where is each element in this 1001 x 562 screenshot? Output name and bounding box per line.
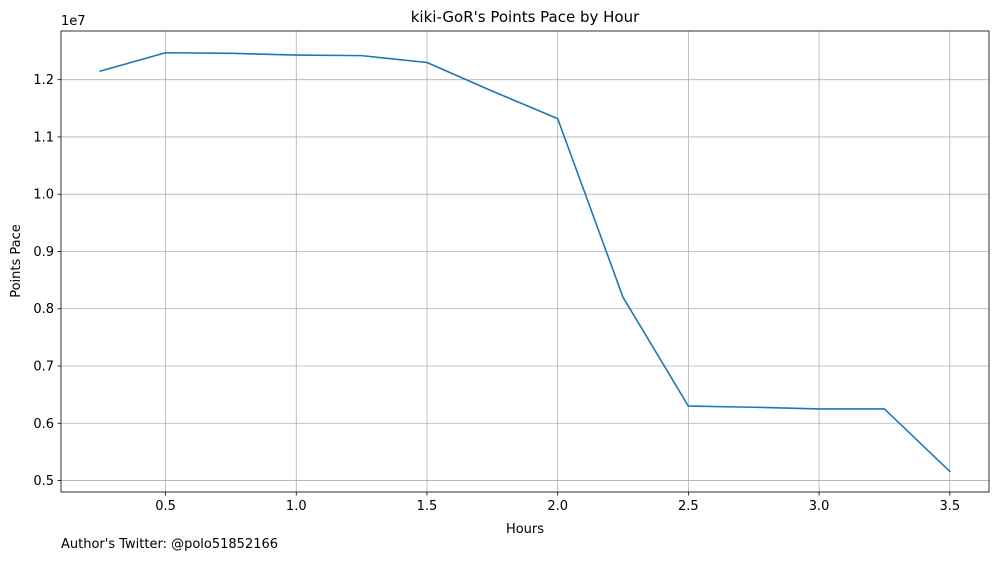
y-tick-label: 1.0 — [33, 188, 54, 203]
y-tick-label: 1.2 — [33, 73, 54, 88]
x-tick-label: 2.0 — [547, 499, 568, 514]
x-tick-label: 2.5 — [678, 499, 699, 514]
series-line — [99, 51, 951, 473]
chart-title: kiki-GoR's Points Pace by Hour — [411, 8, 640, 26]
ticks: 0.5 1.0 1.5 2.0 2.5 3.0 3.5 0.5 0.6 0.7 0.8 0.9 1.0 1… — [33, 73, 960, 514]
x-tick-label: 0.5 — [155, 499, 176, 514]
y-tick-label: 0.9 — [33, 245, 54, 260]
x-tick-label: 1.5 — [417, 499, 438, 514]
author-footer: Author's Twitter: @polo51852166 — [61, 537, 279, 552]
x-tick-label: 3.0 — [809, 499, 830, 514]
grid — [61, 31, 989, 492]
y-offset-label: 1e7 — [61, 14, 86, 29]
y-tick-label: 0.7 — [33, 360, 54, 375]
y-tick-label: 0.6 — [33, 417, 54, 432]
x-tick-label: 1.0 — [286, 499, 307, 514]
x-axis-label: Hours — [506, 522, 544, 537]
x-tick-label: 3.5 — [939, 499, 960, 514]
y-tick-label: 0.8 — [33, 302, 54, 317]
y-tick-label: 1.1 — [33, 130, 54, 145]
y-axis-label: Points Pace — [9, 224, 24, 298]
y-tick-label: 0.5 — [33, 474, 54, 489]
series-line-group — [99, 51, 951, 473]
plot-frame — [60, 30, 990, 493]
